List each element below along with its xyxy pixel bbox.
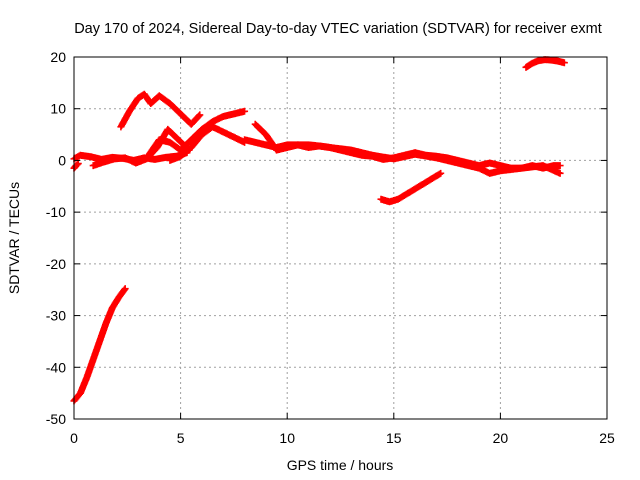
data-series-arc-7 [166, 123, 249, 164]
data-point-markers [70, 285, 129, 405]
data-point-markers [251, 120, 564, 177]
data-point-markers [166, 123, 249, 164]
y-tick-label: -20 [46, 256, 66, 272]
data-series-arc-4 [117, 90, 204, 131]
x-tick-label: 10 [279, 430, 295, 446]
axis-ticks: 0 5 10 15 20 25 -50 -40 -30 -20 -10 0 10 20 [46, 49, 615, 446]
x-tick-label: 15 [386, 430, 402, 446]
chart-title: Day 170 of 2024, Sidereal Day-to-day VTE… [74, 21, 602, 37]
y-tick-label: 20 [50, 49, 66, 65]
data-series-arc-9 [251, 120, 564, 177]
data-point-markers [117, 90, 204, 131]
y-tick-label: 10 [50, 101, 66, 117]
data-point-markers [377, 169, 445, 206]
data-series-arc-10 [377, 169, 445, 206]
y-tick-label: -50 [46, 411, 66, 427]
data-series-arc-11 [522, 56, 568, 71]
x-tick-label: 5 [177, 430, 185, 446]
data-point-markers [70, 160, 82, 172]
data-series-arc-3 [70, 285, 129, 405]
x-tick-label: 25 [599, 430, 615, 446]
x-tick-label: 0 [70, 430, 78, 446]
y-axis-label: SDTVAR / TECUs [6, 182, 22, 294]
plot-frame [73, 56, 608, 420]
data-point-markers [145, 107, 249, 159]
data-points [70, 56, 568, 405]
y-tick-label: -30 [46, 308, 66, 324]
x-axis-label: GPS time / hours [287, 457, 394, 473]
x-tick-label: 20 [493, 430, 509, 446]
grid-lines [74, 57, 607, 419]
y-tick-label: 0 [58, 152, 66, 168]
y-tick-label: -10 [46, 204, 66, 220]
data-series-arc-2 [70, 160, 82, 172]
data-point-markers [522, 56, 568, 71]
y-tick-label: -40 [46, 359, 66, 375]
data-series-arc-6 [145, 107, 249, 159]
